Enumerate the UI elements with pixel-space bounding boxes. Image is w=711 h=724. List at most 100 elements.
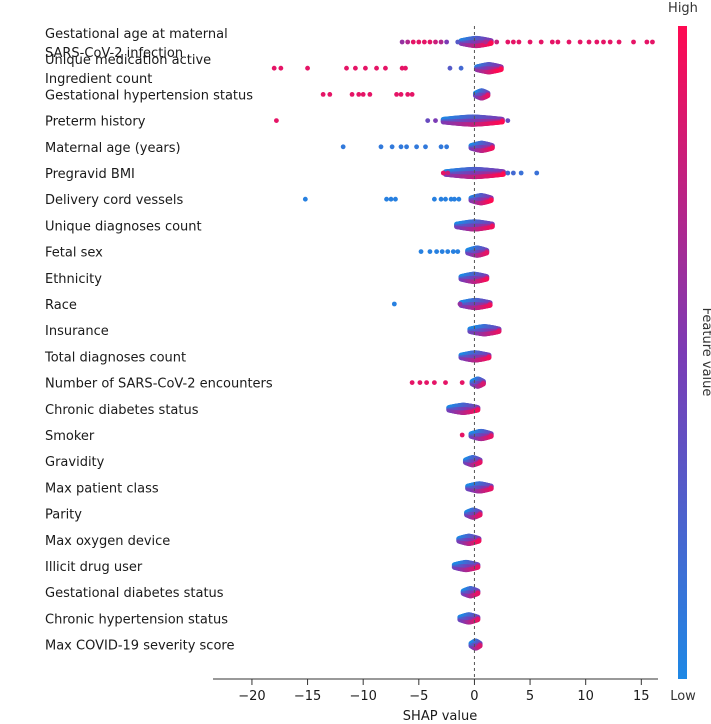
x-tick-label: −10 — [349, 689, 376, 704]
shap-point — [433, 118, 438, 123]
shap-point — [566, 39, 572, 45]
shap-point — [586, 39, 592, 45]
shap-point — [616, 39, 622, 45]
shap-point — [405, 92, 411, 97]
shap-point — [594, 39, 600, 45]
shap-point — [445, 170, 451, 176]
shap-point — [448, 196, 454, 202]
x-tick-label: 5 — [526, 689, 534, 704]
shap-point — [367, 92, 373, 97]
shap-point — [444, 144, 450, 150]
feature-row: Gravidity — [45, 455, 483, 470]
shap-point — [271, 65, 277, 71]
feature-label: Max COVID-19 severity score — [45, 639, 234, 654]
shap-point — [631, 39, 636, 45]
feature-row: Max patient class — [45, 481, 494, 496]
feature-label: Chronic hypertension status — [45, 612, 228, 627]
x-axis-title: SHAP value — [403, 709, 477, 724]
feature-row: Gestational diabetes status — [45, 586, 481, 601]
shap-point — [475, 564, 481, 570]
feature-row: Total diagnoses count — [44, 350, 492, 365]
shap-point — [443, 380, 448, 385]
shap-point — [427, 39, 433, 45]
feature-label: Chronic diabetes status — [45, 403, 199, 418]
shap-point — [344, 65, 349, 71]
shap-point — [510, 39, 516, 45]
shap-point — [476, 538, 482, 544]
shap-point — [549, 39, 555, 45]
shap-point — [403, 65, 408, 71]
shap-point — [650, 39, 655, 45]
feature-label: Unique diagnoses count — [45, 219, 202, 234]
shap-point — [459, 380, 465, 385]
feature-label: Unique medication active — [45, 53, 211, 68]
shap-point — [274, 118, 279, 123]
shap-point — [421, 39, 427, 45]
shap-point — [488, 433, 494, 439]
feature-label: Gestational age at maternal — [45, 27, 228, 42]
shap-point — [534, 170, 540, 176]
feature-label: Maternal age (years) — [45, 141, 181, 156]
feature-label: Ethnicity — [45, 272, 102, 287]
shap-point — [459, 432, 465, 438]
feature-row: Number of SARS-CoV-2 encounters — [45, 376, 486, 392]
feature-row: Pregravid BMI — [45, 166, 540, 182]
shap-point — [374, 65, 379, 71]
feature-label: Insurance — [45, 324, 109, 339]
shap-point — [510, 170, 516, 176]
shap-point — [414, 144, 419, 150]
shap-point — [417, 380, 423, 385]
feature-label: Max patient class — [45, 481, 159, 496]
shap-point — [388, 196, 394, 202]
shap-point — [438, 144, 444, 150]
colorbar-title: Feature value — [699, 308, 711, 397]
shap-point — [363, 65, 368, 71]
feature-row: Parity — [45, 507, 483, 523]
shap-point — [455, 249, 461, 255]
x-axis: −20 −15 −10 −5 0 5 10 15 SHAP value — [213, 26, 658, 724]
shap-point — [353, 65, 358, 71]
shap-point — [644, 39, 650, 45]
shap-point — [433, 39, 438, 45]
shap-point — [456, 196, 462, 202]
feature-label: Total diagnoses count — [44, 350, 186, 365]
feature-label: Gravidity — [45, 455, 105, 470]
shap-point — [434, 249, 440, 255]
feature-row: Maternal age (years) — [45, 140, 495, 156]
shap-point — [389, 144, 395, 150]
feature-label: Fetal sex — [45, 246, 103, 261]
shap-point — [458, 65, 464, 71]
shap-point — [538, 39, 544, 45]
shap-point — [555, 39, 561, 45]
shap-point — [485, 92, 491, 99]
feature-label: Number of SARS-CoV-2 encounters — [45, 377, 273, 392]
shap-point — [487, 302, 493, 308]
shap-point — [486, 354, 492, 361]
shap-point — [475, 407, 481, 413]
shap-point — [398, 92, 404, 97]
shap-point — [496, 328, 502, 334]
feature-label: Smoker — [45, 429, 95, 444]
shap-point — [383, 65, 388, 71]
x-tick-label: 0 — [470, 689, 478, 704]
feature-row: Unique diagnoses count — [45, 219, 495, 234]
feature-label: Gestational hypertension status — [45, 88, 253, 103]
shap-point — [452, 196, 457, 202]
shap-point — [340, 144, 346, 150]
colorbar-low-label: Low — [670, 689, 696, 704]
shap-point — [410, 39, 416, 45]
feature-label: Pregravid BMI — [45, 167, 135, 182]
shap-point — [425, 118, 431, 123]
shap-point — [601, 39, 606, 45]
feature-row: Delivery cord vessels — [45, 193, 494, 208]
shap-point — [384, 196, 389, 202]
shap-point — [445, 249, 451, 255]
feature-row: Gestational age at maternal SARS-CoV-2 in… — [45, 27, 655, 61]
shap-point — [409, 380, 415, 385]
shap-point — [391, 301, 397, 307]
feature-row: Unique medication active Ingredient count — [45, 53, 504, 87]
feature-row: Chronic hypertension status — [45, 612, 481, 627]
shap-point — [416, 39, 422, 45]
shap-point — [484, 276, 490, 282]
